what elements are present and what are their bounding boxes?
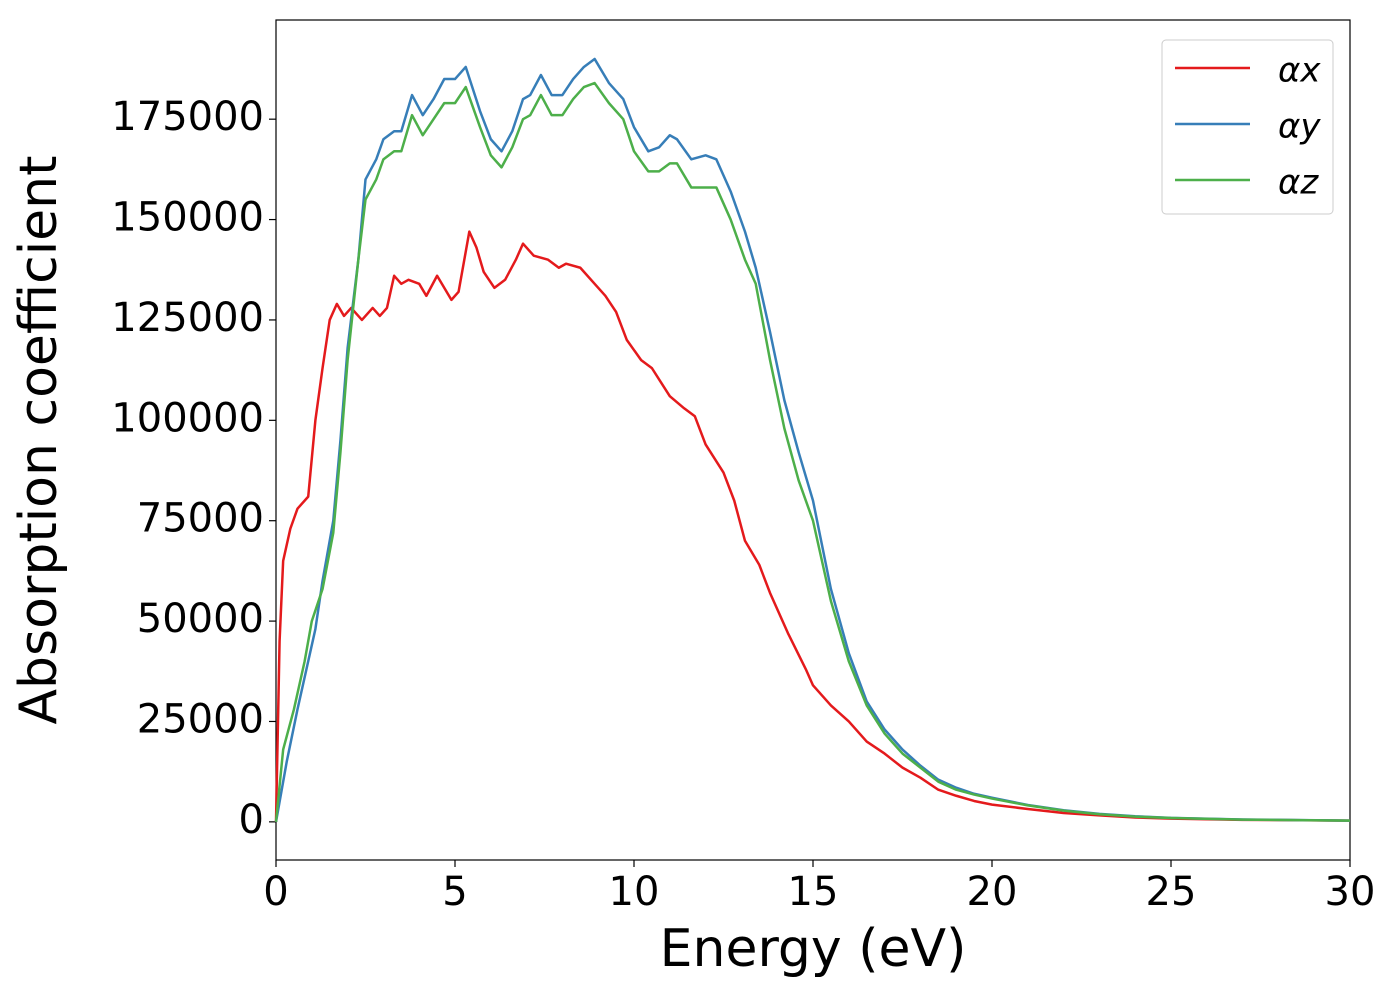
legend-label: αx	[1278, 51, 1321, 91]
x-tick-label: 25	[1146, 869, 1197, 915]
y-tick-label: 175000	[111, 94, 264, 140]
y-tick-label: 25000	[137, 696, 264, 742]
x-tick-label: 10	[609, 869, 660, 915]
x-tick-label: 15	[788, 869, 839, 915]
x-tick-label: 0	[263, 869, 288, 915]
y-tick-label: 100000	[111, 395, 264, 441]
y-tick-label: 0	[239, 797, 264, 843]
y-tick-label: 150000	[111, 195, 264, 241]
x-axis-label: Energy (eV)	[660, 919, 967, 979]
legend-label: αz	[1278, 163, 1319, 203]
data-line	[274, 81, 1351, 822]
x-tick-label: 20	[967, 869, 1018, 915]
data-line	[274, 57, 1351, 823]
y-axis-label: Absorption coefficient	[9, 155, 69, 724]
data-line	[274, 230, 1351, 822]
legend-label: αy	[1278, 107, 1321, 147]
x-tick-label: 5	[442, 869, 467, 915]
y-tick-label: 125000	[111, 295, 264, 341]
y-tick-label: 75000	[137, 496, 264, 542]
legend-box	[1161, 39, 1334, 215]
y-tick-label: 50000	[137, 596, 264, 642]
x-tick-label: 30	[1325, 869, 1376, 915]
